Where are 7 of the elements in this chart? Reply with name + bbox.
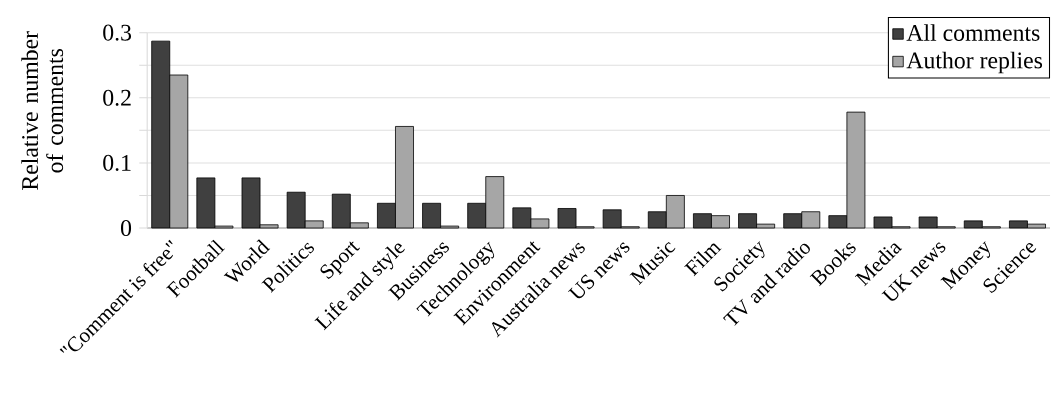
y-tick-label: 0.1 [103,154,131,171]
y-tick-label: 0 [121,220,132,237]
y-tick-label: 0.2 [103,89,131,106]
y-axis-title: Relative number of comments [21,31,64,190]
legend-label: All comments [906,24,1040,41]
legend-label: Author replies [906,51,1043,74]
y-tick-label: 0.3 [103,24,132,41]
